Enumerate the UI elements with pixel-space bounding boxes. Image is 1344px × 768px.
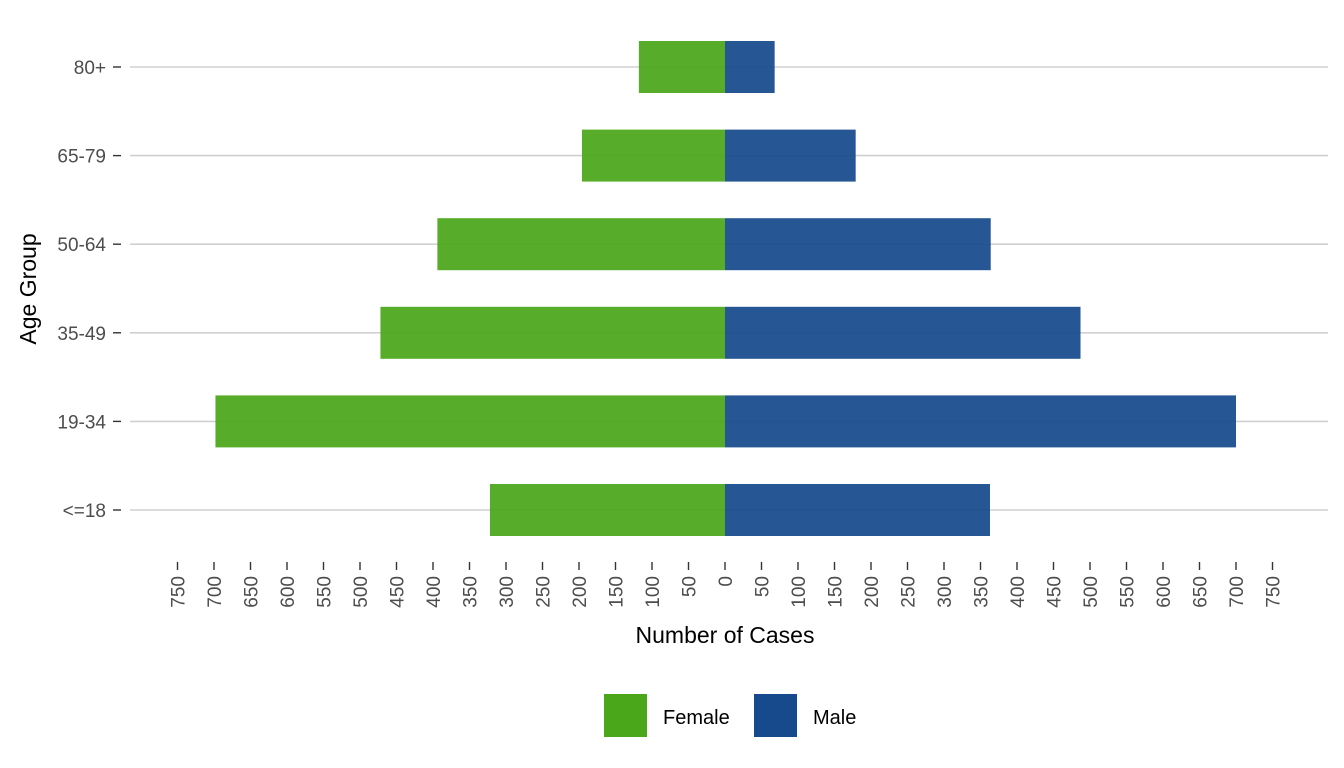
x-tick-label: 300 — [497, 576, 518, 608]
legend-key-male — [754, 694, 797, 737]
x-tick-label: 0 — [716, 576, 737, 587]
bar-male — [725, 129, 856, 182]
legend-key-female — [604, 694, 647, 737]
y-tick-label: 65-79 — [57, 147, 106, 168]
bar-male — [725, 218, 991, 271]
y-tick-label: 50-64 — [57, 235, 106, 256]
x-tick-label: 100 — [789, 576, 810, 608]
bar-female — [380, 306, 725, 359]
x-tick-label: 150 — [826, 576, 847, 608]
x-tick-label: 300 — [935, 576, 956, 608]
bar-male — [725, 484, 990, 536]
y-tick-label: <=18 — [63, 501, 106, 522]
bars — [215, 41, 1236, 536]
y-tick-label: 35-49 — [57, 324, 106, 345]
legend-label-female: Female — [663, 707, 730, 729]
bar-female — [489, 484, 725, 536]
x-tick-label: 200 — [862, 576, 883, 608]
x-tick-label: 650 — [1191, 576, 1212, 608]
x-tick-label: 50 — [753, 576, 774, 597]
x-tick-label: 700 — [205, 576, 226, 608]
bar-female — [215, 395, 725, 448]
x-axis-ticks: 750 700 650 600 550 500 450 400 350 300 250 200 150 1… — [169, 562, 1285, 608]
x-tick-label: 400 — [1008, 576, 1029, 608]
x-tick-label: 650 — [242, 576, 263, 608]
x-tick-label: 500 — [1081, 576, 1102, 608]
x-tick-label: 250 — [899, 576, 920, 608]
y-tick-label: 19-34 — [57, 412, 106, 433]
x-tick-label: 400 — [424, 576, 445, 608]
x-tick-label: 550 — [315, 576, 336, 608]
bar-male — [725, 395, 1236, 448]
x-tick-label: 50 — [680, 576, 701, 597]
bar-male — [725, 306, 1081, 359]
x-tick-label: 550 — [1118, 576, 1139, 608]
x-tick-label: 750 — [1264, 576, 1285, 608]
x-tick-label: 250 — [534, 576, 555, 608]
bar-female — [437, 218, 725, 271]
x-tick-label: 200 — [570, 576, 591, 608]
bar-male — [725, 41, 775, 93]
x-axis-title: Number of Cases — [636, 622, 815, 648]
x-tick-label: 450 — [388, 576, 409, 608]
x-tick-label: 750 — [169, 576, 190, 608]
legend: Female Male — [604, 694, 856, 737]
bar-female — [581, 129, 725, 182]
x-tick-label: 350 — [461, 576, 482, 608]
x-tick-label: 450 — [1045, 576, 1066, 608]
x-tick-label: 350 — [972, 576, 993, 608]
y-axis-title: Age Group — [15, 233, 41, 344]
x-tick-label: 100 — [643, 576, 664, 608]
bar-female — [638, 41, 725, 93]
x-tick-label: 500 — [351, 576, 372, 608]
y-tick-label: 80+ — [74, 58, 106, 79]
x-tick-label: 600 — [1154, 576, 1175, 608]
x-tick-label: 600 — [278, 576, 299, 608]
y-axis-ticks: <=18 19-34 35-49 50-64 65-79 80+ — [57, 58, 121, 522]
legend-label-male: Male — [813, 707, 856, 729]
x-tick-label: 700 — [1227, 576, 1248, 608]
x-tick-label: 150 — [607, 576, 628, 608]
